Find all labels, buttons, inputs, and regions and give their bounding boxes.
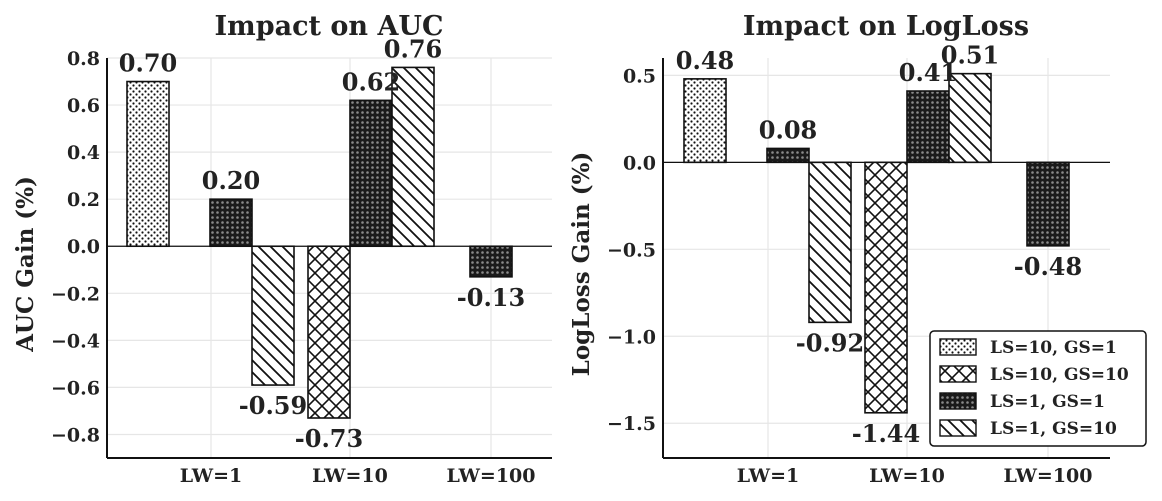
logloss-panel: Impact on LogLoss LogLoss Gain (%) 0.50.… — [568, 11, 1110, 487]
y-tick-label: 0.5 — [623, 65, 656, 87]
logloss-y-axis-label: LogLoss Gain (%) — [568, 152, 595, 377]
auc-chart-title: Impact on AUC — [215, 11, 444, 42]
bar — [766, 147, 810, 164]
x-tick-label: LW=100 — [1004, 465, 1093, 487]
logloss-data-labels: 0.48 0.08 -0.92 -1.44 0.410.51 -0.48 — [676, 41, 1082, 448]
auc-x-ticks: LW=1 LW=10 LW=100 — [180, 465, 536, 487]
y-tick-label: −0.8 — [51, 424, 100, 446]
data-label: 0.48 — [676, 46, 734, 75]
legend-frame — [929, 330, 1147, 447]
data-label: 0.70 — [119, 49, 177, 78]
auc-bars — [126, 66, 513, 419]
x-tick-label: LW=100 — [447, 465, 536, 487]
y-tick-label: −0.2 — [51, 283, 100, 305]
data-label: 0.51 — [941, 41, 999, 70]
y-tick-label: −1.5 — [607, 413, 656, 435]
bar — [469, 245, 513, 278]
y-tick-label: −0.5 — [607, 239, 656, 261]
bar — [1026, 161, 1070, 247]
data-label: -0.13 — [457, 283, 525, 312]
data-label: 0.76 — [384, 34, 442, 63]
logloss-chart-title: Impact on LogLoss — [743, 11, 1029, 42]
y-tick-label: −0.4 — [51, 330, 100, 352]
auc-y-axis-label: AUC Gain (%) — [12, 176, 39, 353]
y-tick-label: 0.0 — [67, 236, 100, 258]
x-tick-label: LW=1 — [737, 465, 800, 487]
legend-swatch — [939, 338, 977, 356]
data-label: 0.41 — [899, 58, 957, 87]
logloss-x-ticks: LW=1 LW=10 LW=100 — [737, 465, 1093, 487]
bar — [948, 72, 992, 164]
data-label: 0.20 — [202, 166, 260, 195]
data-label: 0.62 — [342, 67, 400, 96]
data-label: -0.59 — [239, 391, 307, 420]
bar — [808, 161, 852, 324]
auc-data-labels: 0.70 0.20 -0.59 -0.73 0.62 0.76 -0.13 — [119, 34, 525, 453]
bar — [307, 245, 351, 419]
data-label: -1.44 — [852, 419, 920, 448]
legend-label: LS=1, GS=10 — [990, 419, 1117, 439]
auc-axes — [106, 58, 552, 459]
x-tick-label: LW=10 — [312, 465, 388, 487]
auc-panel: Impact on AUC AUC Gain (%) 0.80.60.40.20… — [12, 11, 552, 487]
y-tick-label: 0.8 — [67, 48, 100, 70]
bar — [906, 90, 950, 164]
data-label: -0.73 — [295, 424, 363, 453]
x-tick-label: LW=1 — [180, 465, 243, 487]
y-tick-label: 0.2 — [67, 189, 100, 211]
data-label: -0.92 — [796, 328, 864, 357]
logloss-bars — [683, 72, 1070, 414]
legend-label: LS=10, GS=1 — [990, 338, 1117, 358]
bar — [126, 80, 170, 248]
auc-y-ticks: 0.8 0.6 0.4 0.2 0.0 −0.2 −0.4 −0.6 −0.8 — [51, 48, 100, 446]
bar — [251, 245, 295, 386]
data-label: 0.08 — [759, 115, 817, 144]
logloss-y-ticks: 0.5 0.0 −0.5 −1.0 −1.5 — [607, 65, 656, 435]
legend: LS=10, GS=1 LS=10, GS=10 LS=1, GS=1 LS=1, G… — [929, 330, 1147, 447]
legend-swatch — [939, 419, 977, 437]
legend-swatch — [939, 392, 977, 410]
x-tick-label: LW=10 — [869, 465, 945, 487]
legend-label: LS=10, GS=10 — [990, 365, 1129, 385]
y-tick-label: 0.4 — [67, 142, 100, 164]
y-tick-label: 0.0 — [623, 152, 656, 174]
logloss-axes — [662, 58, 1110, 459]
y-tick-label: −0.6 — [51, 377, 100, 399]
bar — [391, 66, 435, 248]
y-tick-label: −1.0 — [607, 326, 656, 348]
bar — [683, 78, 727, 164]
bar — [349, 99, 393, 248]
legend-swatch — [939, 365, 977, 383]
bar — [209, 198, 253, 248]
legend-label: LS=1, GS=1 — [990, 392, 1105, 412]
data-label: -0.48 — [1014, 252, 1082, 281]
bar — [864, 161, 908, 414]
y-tick-label: 0.6 — [67, 95, 100, 117]
